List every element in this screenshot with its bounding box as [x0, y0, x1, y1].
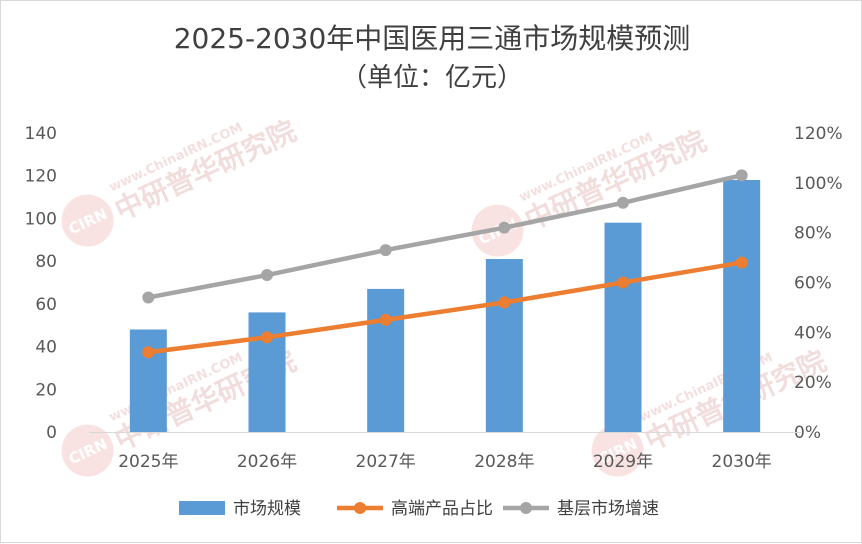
left-axis-tick-label: 40: [35, 338, 57, 358]
series-line: [146, 173, 744, 300]
bar-market-size: [248, 312, 286, 432]
right-axis-tick-label: 40%: [794, 323, 832, 343]
left-axis-tick-label: 0: [46, 423, 57, 443]
x-axis-tick-label: 2030年: [712, 452, 772, 472]
legend-marker: [354, 502, 366, 514]
legend-swatch: [179, 501, 225, 515]
watermark-logo-circle: [591, 424, 644, 477]
left-axis-tick-label: 100: [25, 209, 57, 229]
watermark-logo-circle: [61, 424, 114, 477]
left-axis-tick-label: 20: [35, 380, 57, 400]
bar-market-size: [129, 329, 167, 432]
x-axis-tick-label: 2027年: [356, 452, 416, 472]
legend-label: 基层市场增速: [557, 499, 659, 519]
left-axis-tick-label: 120: [25, 167, 57, 187]
legend-marker: [520, 502, 532, 514]
bar-market-size: [723, 179, 761, 432]
left-axis-tick-label: 80: [35, 252, 57, 272]
series-point: [498, 221, 511, 234]
right-axis-tick-label: 100%: [794, 174, 843, 194]
right-axis-tick-label: 0%: [794, 423, 821, 443]
series-point: [617, 196, 629, 209]
series-point: [261, 269, 273, 282]
right-axis-tick-label: 80%: [794, 224, 832, 244]
right-axis-tick-label: 120%: [794, 124, 843, 144]
series-point: [142, 346, 155, 359]
right-axis-tick-label: 20%: [794, 373, 832, 393]
series-point: [142, 291, 155, 304]
x-axis-tick-label: 2026年: [237, 452, 297, 472]
series-line: [146, 260, 744, 355]
x-axis-tick-label: 2028年: [474, 452, 534, 472]
left-axis-tick-label: 140: [25, 124, 57, 144]
right-axis-tick-label: 60%: [794, 274, 832, 294]
legend-label: 市场规模: [233, 499, 301, 519]
series-point: [379, 313, 392, 326]
series-point: [617, 276, 629, 289]
watermark-logo-circle: [61, 194, 114, 247]
series-point: [379, 244, 392, 257]
series-point: [498, 296, 511, 309]
x-axis-tick-label: 2029年: [593, 452, 653, 472]
legend-label: 高端产品占比: [391, 499, 493, 519]
series-point: [735, 169, 748, 182]
left-axis-tick-label: 60: [35, 295, 57, 315]
x-axis-tick-label: 2025年: [118, 452, 178, 472]
bar-market-size: [367, 288, 405, 432]
chart-subtitle: （单位：亿元）: [340, 63, 523, 93]
bar-market-size: [604, 222, 642, 432]
bar-market-size: [485, 259, 523, 432]
chart-title: 2025-2030年中国医用三通市场规模预测: [173, 22, 691, 55]
series-point: [735, 256, 748, 269]
series-point: [261, 331, 273, 344]
